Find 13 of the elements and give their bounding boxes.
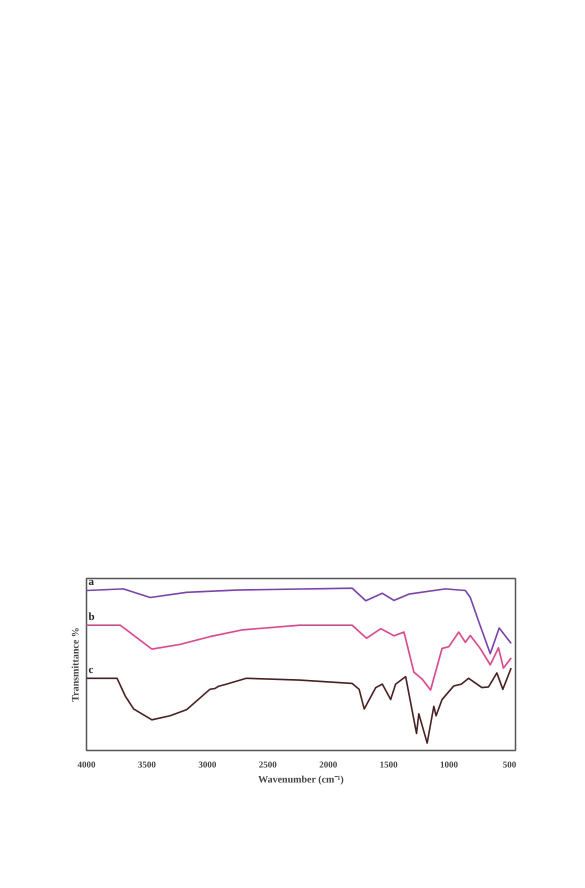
x-tick-label: 1000 <box>440 760 459 770</box>
x-tick-label: 3000 <box>198 760 217 770</box>
x-tick-label: 500 <box>502 760 517 770</box>
x-tick-label: 3500 <box>138 760 156 770</box>
series-label: a <box>88 576 94 588</box>
series-label: c <box>88 664 94 676</box>
series-label: b <box>88 610 95 623</box>
y-axis-title: Transmittance % <box>70 627 82 702</box>
x-tick-label: 4000 <box>78 760 96 770</box>
x-tick-label: 2500 <box>258 760 278 770</box>
x-tick-label: 2000 <box>319 760 338 770</box>
x-axis-title: Wavenumber (cm⁻¹) <box>258 774 344 786</box>
x-tick-label: 1500 <box>380 760 398 770</box>
